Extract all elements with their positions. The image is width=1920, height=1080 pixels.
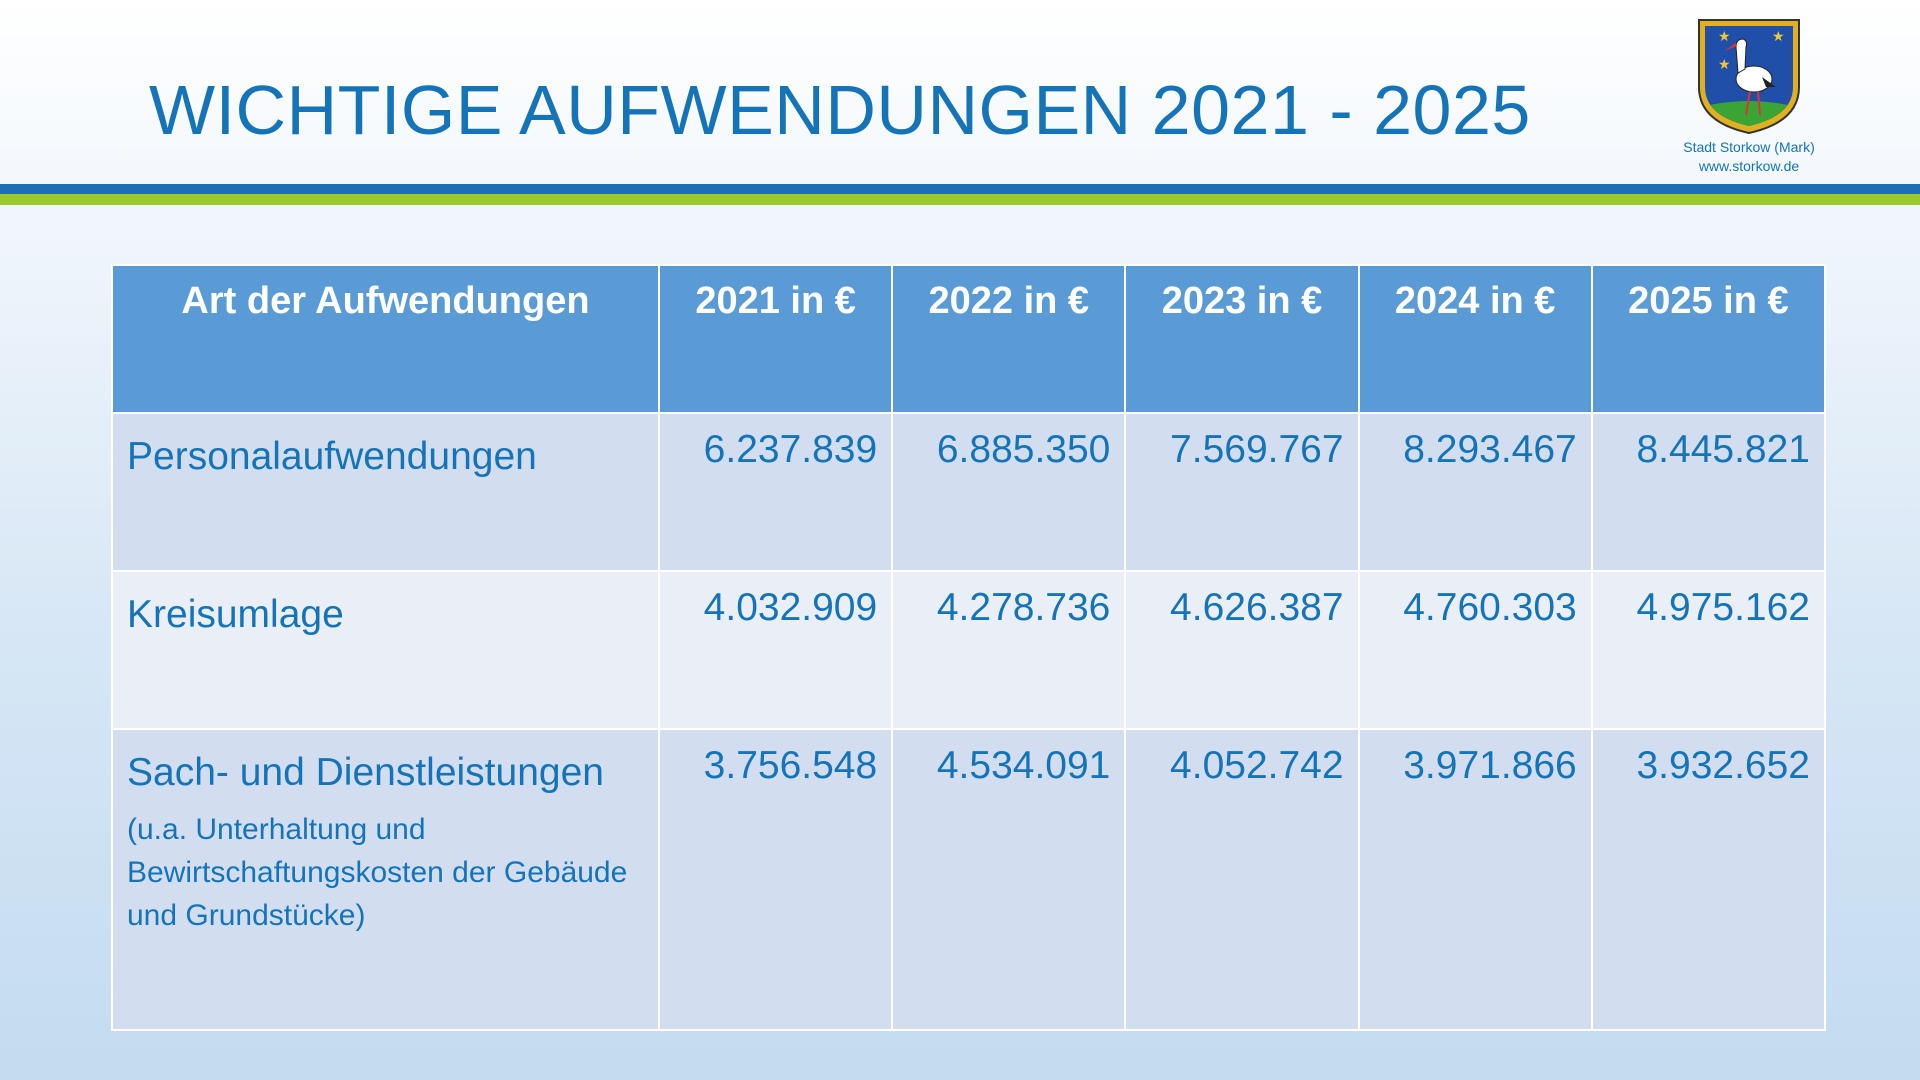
value-cell: 4.052.742 [1124,728,1360,1031]
column-header: Art der Aufwendungen [111,264,660,414]
value-cell: 3.971.866 [1357,728,1593,1031]
value-cell: 4.760.303 [1357,570,1593,730]
value-cell: 3.932.652 [1590,728,1827,1031]
row-label: Personalaufwendungen [127,435,537,478]
row-note: (u.a. Unterhaltung und Bewirtschaftungsk… [127,813,628,932]
value-cell: 7.569.767 [1124,412,1360,572]
row-label-cell: Personalaufwendungen [111,412,660,572]
value-cell: 4.534.091 [891,728,1127,1031]
table-row: Kreisumlage 4.032.909 4.278.736 4.626.387 4.… [111,570,1827,730]
column-header: 2024 in € [1357,264,1593,414]
value-cell: 4.032.909 [657,570,894,730]
value-cell: 4.626.387 [1124,570,1360,730]
column-header: 2021 in € [657,264,894,414]
value-cell: 8.293.467 [1357,412,1593,572]
logo-caption: www.storkow.de [1698,158,1800,174]
row-label: Kreisumlage [127,593,344,636]
value-cell: 4.975.162 [1590,570,1827,730]
value-cell: 6.237.839 [657,412,894,572]
svg-text:★: ★ [1718,56,1731,72]
header-row: Art der Aufwendungen 2021 in €2022 in €20… [111,264,1827,414]
logo-caption: Stadt Storkow (Mark) [1683,139,1815,155]
coat-of-arms: ★ ★ ★ [1698,19,1800,135]
expense-table: Art der Aufwendungen 2021 in €2022 in €20… [111,264,1827,1031]
value-cell: 4.278.736 [891,570,1127,730]
stripe [0,184,1920,194]
column-header: 2022 in € [891,264,1127,414]
column-header: 2025 in € [1590,264,1827,414]
table-row: Personalaufwendungen 6.237.839 6.885.350 7.… [111,412,1827,572]
row-label-cell: Kreisumlage [111,570,660,730]
svg-text:★: ★ [1718,28,1731,44]
row-label-cell: Sach- und Dienstleistungen (u.a. Unterhal… [111,728,660,1031]
column-header: 2023 in € [1124,264,1360,414]
svg-text:★: ★ [1772,28,1785,44]
stripe [0,194,1920,205]
value-cell: 8.445.821 [1590,412,1827,572]
value-cell: 3.756.548 [657,728,894,1031]
table-row: Sach- und Dienstleistungen (u.a. Unterhal… [111,728,1827,1031]
slide-title: WICHTIGE AUFWENDUNGEN 2021 - 2025 [149,71,1531,149]
value-cell: 6.885.350 [891,412,1127,572]
row-label: Sach- und Dienstleistungen [127,751,604,794]
